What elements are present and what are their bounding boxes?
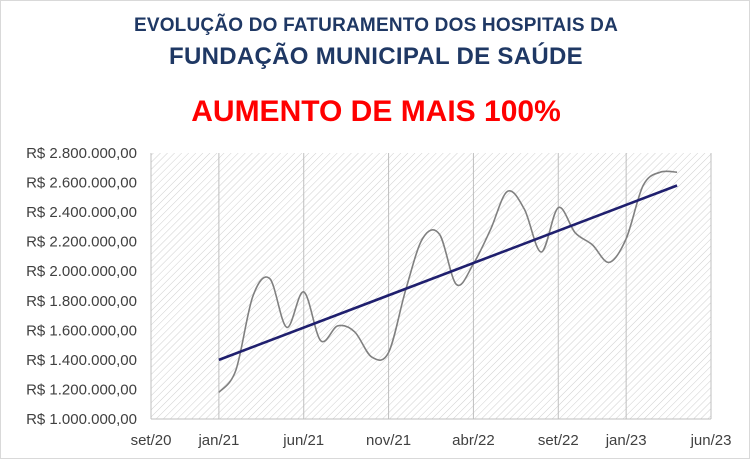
x-tick-label: abr/22 — [452, 432, 495, 449]
chart-title-line2: FUNDAÇÃO MUNICIPAL DE SAÚDE — [169, 43, 583, 70]
x-tick-label: set/20 — [131, 432, 172, 449]
y-tick-label: R$ 1.000.000,00 — [26, 411, 137, 428]
x-tick-label: jan/23 — [605, 432, 647, 449]
x-tick-label: jan/21 — [197, 432, 239, 449]
x-tick-label: jun/21 — [282, 432, 324, 449]
y-tick-label: R$ 2.600.000,00 — [26, 175, 137, 192]
x-tick-label: jun/23 — [690, 432, 732, 449]
y-tick-label: R$ 2.200.000,00 — [26, 234, 137, 251]
revenue-line — [218, 170, 678, 393]
chart-highlight-text: AUMENTO DE MAIS 100% — [191, 95, 561, 128]
y-tick-label: R$ 1.400.000,00 — [26, 352, 137, 369]
plot-area-hatch — [151, 153, 711, 419]
y-tick-label: R$ 2.400.000,00 — [26, 204, 137, 221]
y-tick-label: R$ 1.200.000,00 — [26, 381, 137, 398]
x-tick-label: set/22 — [538, 432, 579, 449]
trend-line — [218, 184, 678, 362]
y-tick-label: R$ 1.600.000,00 — [26, 322, 137, 339]
y-tick-label: R$ 2.800.000,00 — [26, 145, 137, 162]
chart-title-line1: EVOLUÇÃO DO FATURAMENTO DOS HOSPITAIS DA — [133, 15, 619, 36]
y-tick-label: R$ 2.000.000,00 — [26, 263, 137, 280]
x-tick-label: nov/21 — [366, 432, 411, 449]
y-tick-label: R$ 1.800.000,00 — [26, 293, 137, 310]
